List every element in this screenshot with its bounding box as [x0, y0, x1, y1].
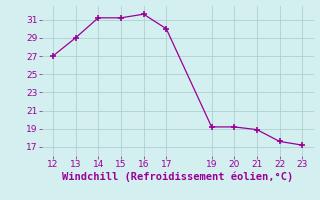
X-axis label: Windchill (Refroidissement éolien,°C): Windchill (Refroidissement éolien,°C) [62, 172, 293, 182]
